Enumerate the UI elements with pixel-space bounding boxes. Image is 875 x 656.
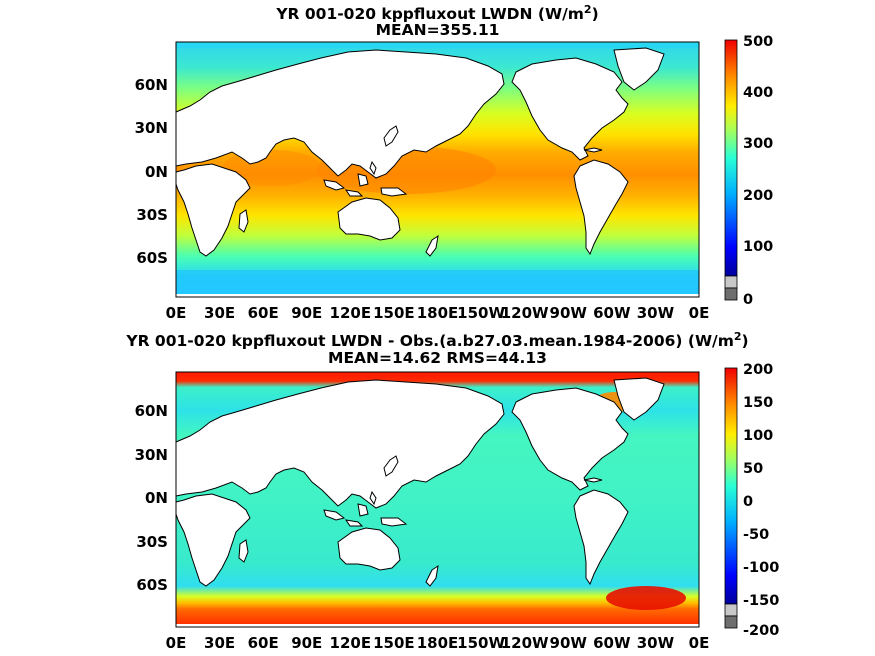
panel2-colorbar-tick: 50 (743, 461, 763, 477)
panel1-lat-tick: 30S (136, 206, 168, 224)
panel1-colorbar: 500 400 300 200 100 0 (724, 34, 773, 308)
panel1-colorbar-tick: 400 (743, 85, 773, 101)
panel1-title-text: YR 001-020 kppfluxout LWDN (W/m (276, 5, 584, 24)
panel1-title: YR 001-020 kppfluxout LWDN (W/m2) (0, 0, 875, 24)
panel1-lon-tick: 30W (637, 304, 675, 322)
panel2-lon-tick: 0E (689, 634, 710, 652)
panel2-colorbar-tick: -200 (743, 623, 779, 639)
panel1-lon-tick: 120W (501, 304, 549, 322)
panel1-colorbar-tick: 500 (743, 34, 773, 50)
panel1-lon-tick: 150W (457, 304, 505, 322)
panel1-lon-tick: 150E (373, 304, 415, 322)
panel1-lat-tick: 0N (145, 163, 168, 181)
panel1-colorbar-tick: 0 (743, 292, 753, 308)
panel1-lat-tick: 60S (136, 249, 168, 267)
panel2-lat-tick: 30S (136, 533, 168, 551)
panel2-lon-tick: 60W (593, 634, 631, 652)
panel1-lon-tick: 90E (291, 304, 322, 322)
panel1-lat-tick: 60N (135, 76, 168, 94)
panel2-colorbar-tick: 150 (743, 395, 773, 411)
panel2-colorbar-tick: 200 (743, 362, 773, 378)
panel1-lon-tick: 180E (417, 304, 459, 322)
panel1-colorbar-tick: 100 (743, 239, 773, 255)
panel2-subtitle: MEAN=14.62 RMS=44.13 (328, 349, 547, 367)
panel1-lat-tick: 30N (135, 119, 168, 137)
panel2-lat-tick: 0N (145, 489, 168, 507)
panel1-lon-tick: 120E (330, 304, 372, 322)
panel1-title-sup: 2 (583, 3, 592, 16)
panel2-lon-tick: 150W (457, 634, 505, 652)
panel2-lon-tick: 60E (248, 634, 279, 652)
panel2-lon-tick: 120E (330, 634, 372, 652)
panel2-lon-tick: 30E (204, 634, 235, 652)
panel2-colorbar-tick: 100 (743, 428, 773, 444)
panel1-colorbar-tick: 300 (743, 136, 773, 152)
panel2-lat-tick: 60N (135, 402, 168, 420)
panel1-lon-tick: 60E (248, 304, 279, 322)
panel1-map (175, 41, 700, 298)
panel1-title-close: ) (591, 5, 599, 24)
panel1-lon-tick: 30E (204, 304, 235, 322)
panel2-lon-tick: 150E (373, 634, 415, 652)
panel1-lon-tick: 0E (689, 304, 710, 322)
panel2-lon-tick: 120W (501, 634, 549, 652)
panel1-lon-tick: 0E (166, 304, 187, 322)
panel2-lon-tick: 0E (166, 634, 187, 652)
panel2-lat-tick: 30N (135, 446, 168, 464)
panel2-lon-tick: 90W (550, 634, 588, 652)
panel1-lon-tick: 90W (550, 304, 588, 322)
panel2-title-text: YR 001-020 kppfluxout LWDN - Obs.(a.b27.… (126, 332, 734, 351)
panel2-colorbar-tick: 0 (743, 494, 753, 510)
panel2-title-sup: 2 (733, 330, 742, 343)
panel2-lon-tick: 90E (291, 634, 322, 652)
panel2-frame (175, 371, 700, 628)
panel2-lon-tick: 30W (637, 634, 675, 652)
panel2-map (175, 371, 700, 628)
panel2-colorbar-tick: -50 (743, 527, 769, 543)
panel1-lon-tick: 60W (593, 304, 631, 322)
panel2-colorbar-tick: -150 (743, 593, 779, 609)
panel2-title: YR 001-020 kppfluxout LWDN - Obs.(a.b27.… (0, 327, 875, 351)
panel2-lon-tick: 180E (417, 634, 459, 652)
panel2-lat-axis: 60N 30N 0N 30S 60S (135, 402, 168, 594)
panel2-lat-tick: 60S (136, 576, 168, 594)
panel1-lat-axis: 60N 30N 0N 30S 60S (135, 76, 168, 267)
panel2-title-close: ) (741, 332, 749, 351)
panel1-frame (175, 41, 700, 298)
panel1-colorbar-tick: 200 (743, 188, 773, 204)
panel2-colorbar-tick: -100 (743, 560, 779, 576)
panel1-subtitle: MEAN=355.11 (375, 21, 500, 39)
panel2-colorbar: 200 150 100 50 0 -50 -100 -150 -200 (724, 362, 779, 639)
